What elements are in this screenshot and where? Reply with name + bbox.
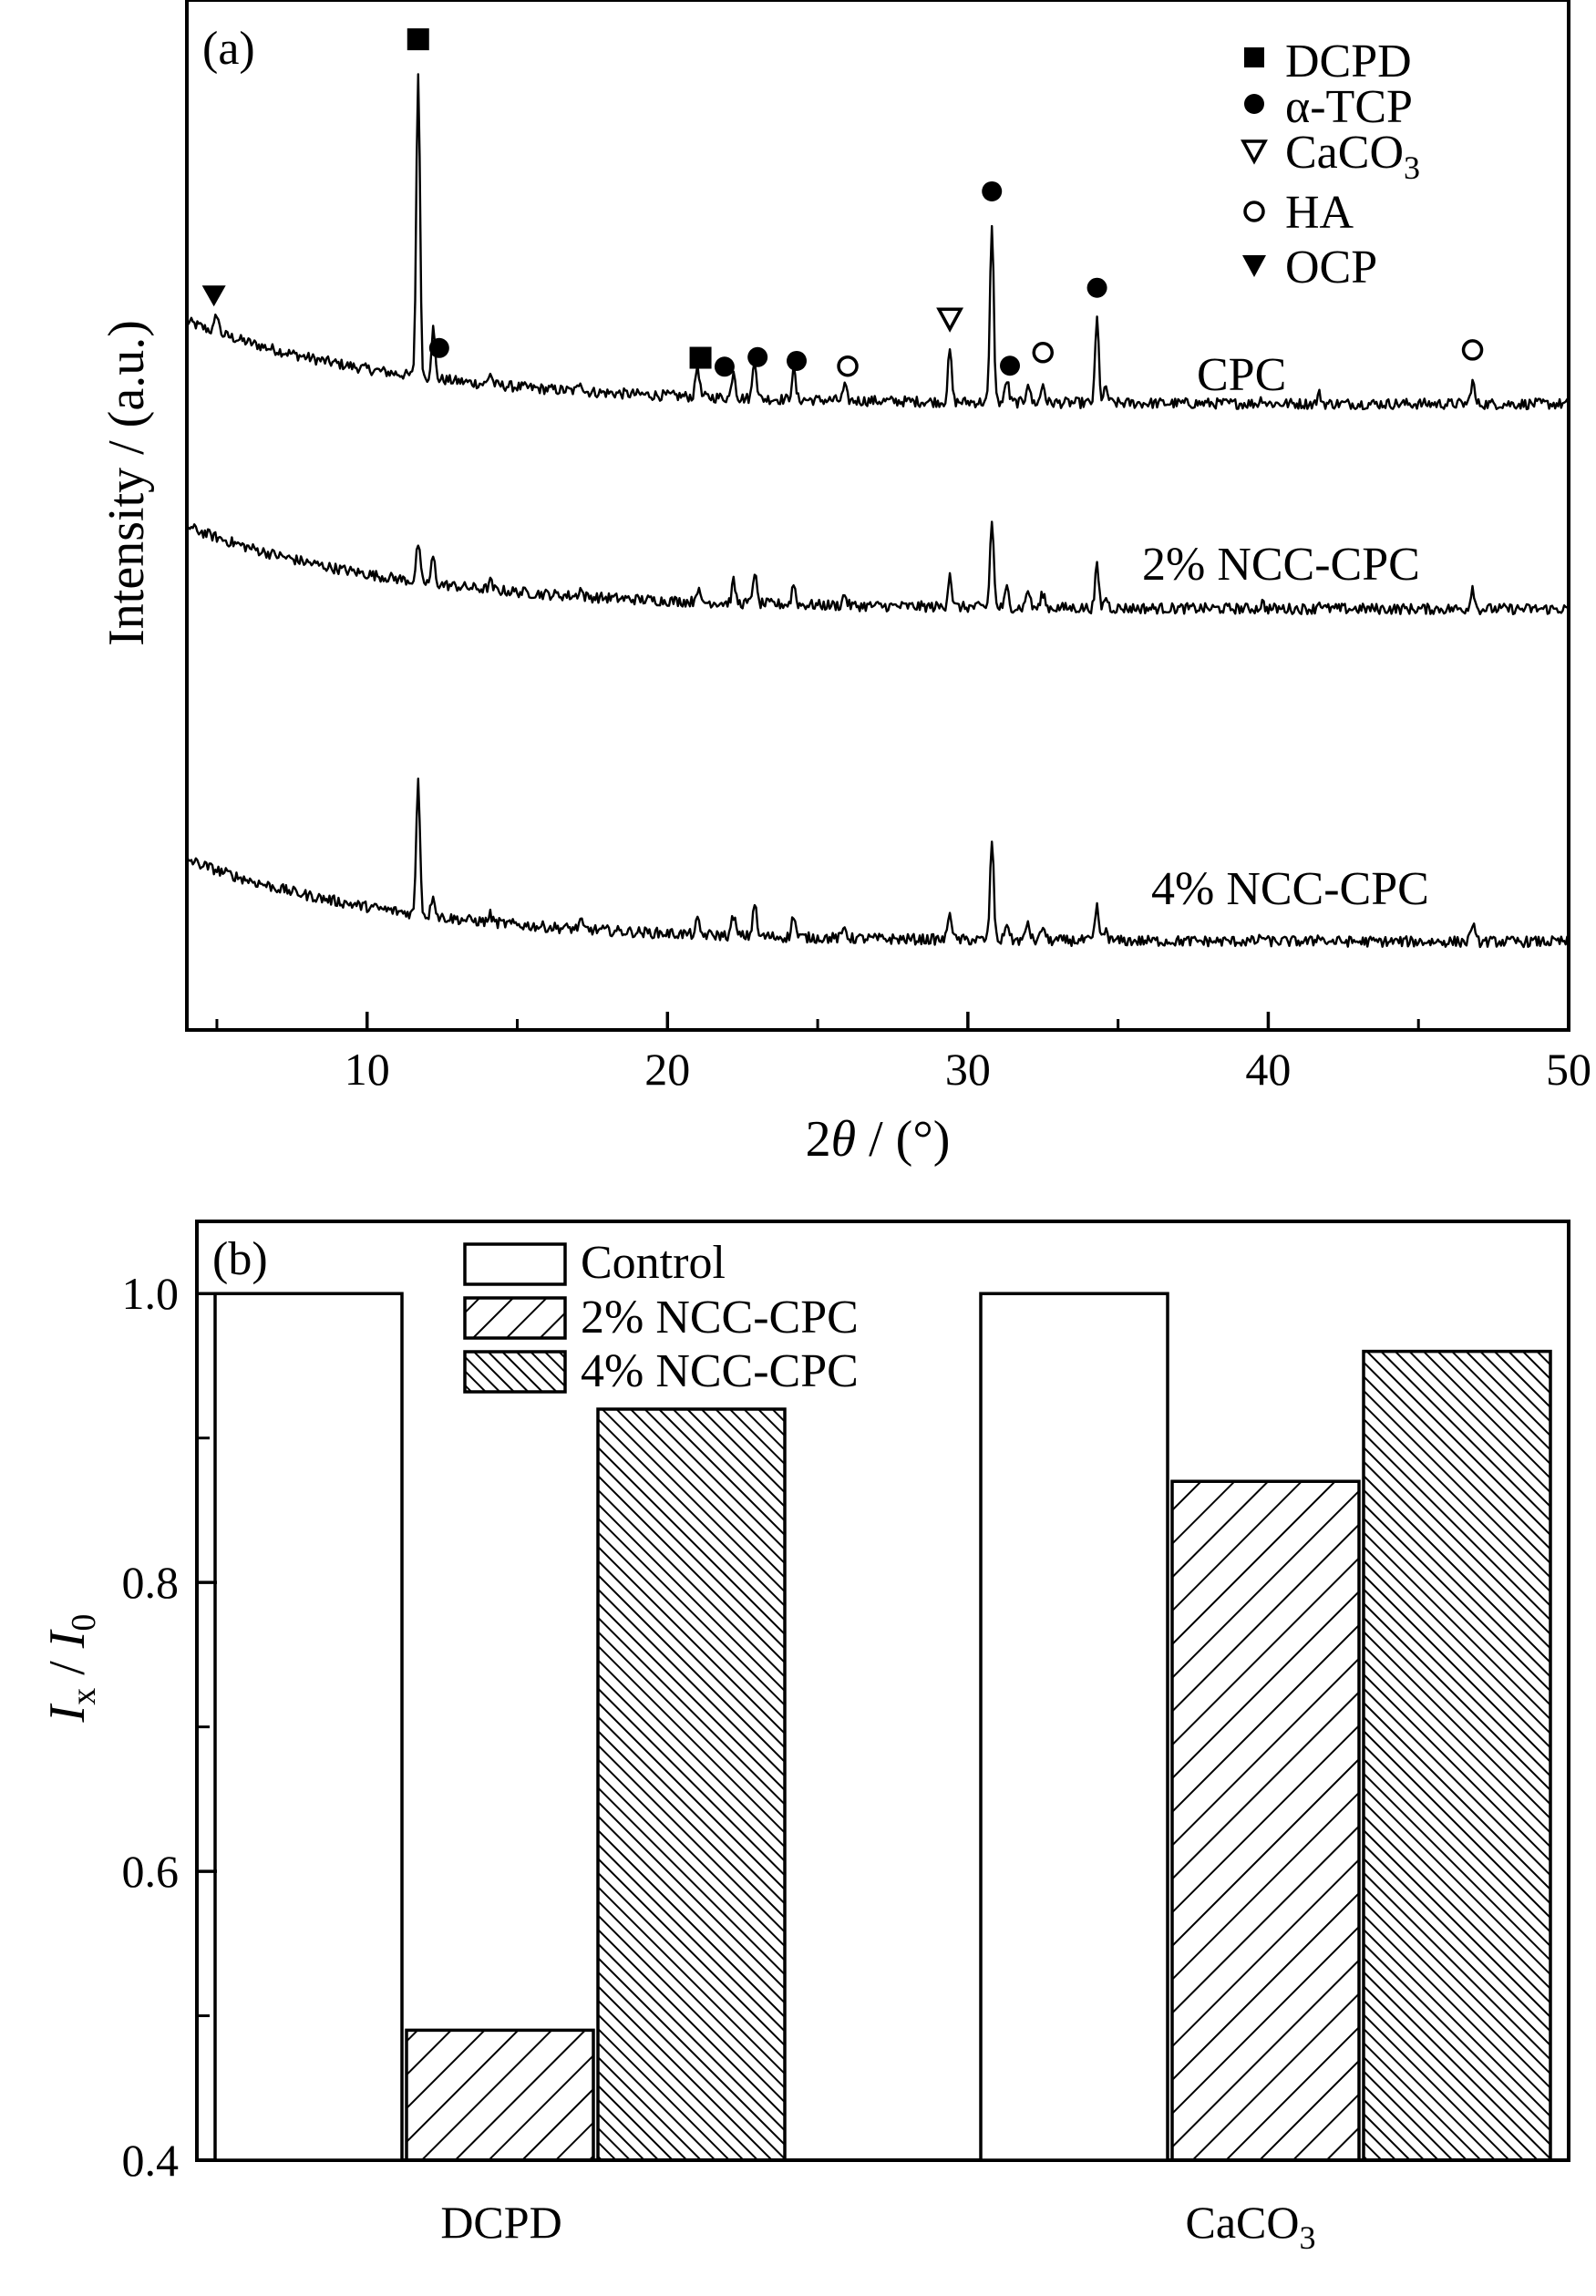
ratio-bars	[213, 1292, 1552, 2162]
ratio-y-axis-title: Ix / I0	[39, 1614, 103, 1724]
xrd-y-axis-title: Intensity / (a.u.)	[98, 320, 155, 646]
ratio-y-tick-label: 1.0	[122, 1268, 180, 1319]
legend-label-control: Control	[581, 1237, 726, 1289]
peak-marker-ha-icon	[1032, 342, 1055, 364]
ratio-y-tick-label: 0.4	[122, 2135, 180, 2186]
legend-marker-caco3-icon	[1241, 139, 1268, 165]
legend-swatch-control	[463, 1242, 567, 1286]
bar	[1362, 1349, 1552, 2162]
ratio-y-tick-label: 0.6	[122, 1846, 180, 1897]
legend-label-ha: HA	[1285, 187, 1354, 239]
category-label-dcpd: DCPD	[440, 2197, 561, 2248]
peak-marker-dcpd-icon	[689, 346, 712, 369]
xrd-traces	[185, 73, 1570, 949]
legend-label-caco3: CaCO3	[1285, 127, 1420, 186]
ratio-y-tick-label: 0.8	[122, 1557, 180, 1608]
peak-marker-atcp-icon	[747, 346, 768, 367]
xrd-legend: DCPD α-TCP CaCO3 HA OCP	[1241, 36, 1420, 293]
ratio-panel: (b) 0.4 0.6 0.8 1.0 DCPD CaCO3 Control 2% N…	[39, 1220, 1570, 2256]
legend-label-dcpd: DCPD	[1285, 36, 1412, 88]
peak-marker-caco3-icon	[936, 307, 964, 333]
xrd-trace-2	[186, 520, 1570, 615]
xrd-x-axis-title: 2θ / (°)	[806, 1111, 951, 1168]
bar	[979, 1292, 1169, 2162]
xrd-peak-markers	[201, 28, 1484, 377]
legend-marker-ha-icon	[1243, 201, 1265, 222]
series-label-cpc: CPC	[1197, 349, 1286, 401]
peak-marker-atcp-icon	[1000, 355, 1021, 376]
category-label-caco3: CaCO3	[1186, 2197, 1316, 2256]
legend-swatch-2pct	[463, 1296, 567, 1340]
xrd-trace-3	[185, 777, 1570, 949]
xrd-x-tick-label: 30	[945, 1044, 991, 1095]
peak-marker-atcp-icon	[428, 337, 449, 358]
legend-marker-atcp-icon	[1244, 94, 1264, 114]
legend-swatch-4pct	[463, 1350, 567, 1394]
xrd-panel: (a) 10 20 30 40 50 CPC 2% NCC-CPC 4% NCC-CPC…	[98, 0, 1591, 1168]
xrd-x-tick-label: 40	[1245, 1044, 1291, 1095]
bar	[405, 2028, 595, 2162]
legend-marker-dcpd-icon	[1244, 47, 1264, 67]
xrd-x-tick-label: 20	[644, 1044, 690, 1095]
xrd-x-tick-label: 50	[1546, 1044, 1591, 1095]
series-label-4pct: 4% NCC-CPC	[1151, 863, 1429, 915]
peak-marker-atcp-icon	[787, 350, 808, 371]
xrd-plot-frame	[185, 0, 1570, 1032]
legend-label-2pct: 2% NCC-CPC	[581, 1292, 859, 1344]
peak-marker-ocp-icon	[201, 285, 226, 307]
peak-marker-atcp-icon	[714, 356, 735, 377]
peak-marker-dcpd-icon	[407, 28, 429, 51]
legend-label-4pct: 4% NCC-CPC	[581, 1345, 859, 1397]
ratio-panel-label: (b)	[212, 1233, 268, 1285]
legend-label-ocp: OCP	[1285, 242, 1377, 293]
bar	[596, 1407, 787, 2162]
bar	[213, 1292, 404, 2162]
peak-marker-atcp-icon	[982, 180, 1003, 201]
legend-marker-ocp-icon	[1242, 255, 1266, 277]
bar	[1170, 1479, 1361, 2162]
peak-marker-ha-icon	[1461, 339, 1484, 361]
ratio-legend: Control 2% NCC-CPC 4% NCC-CPC	[463, 1237, 859, 1397]
peak-marker-ha-icon	[837, 355, 859, 377]
legend-label-atcp: α-TCP	[1285, 81, 1413, 133]
series-label-2pct: 2% NCC-CPC	[1142, 539, 1420, 591]
xrd-x-ticks: 10 20 30 40 50	[215, 1012, 1591, 1095]
peak-marker-atcp-icon	[1086, 277, 1107, 298]
xrd-panel-label: (a)	[202, 23, 255, 75]
xrd-trace-1	[185, 73, 1570, 411]
ratio-plot-frame	[195, 1220, 1570, 2162]
xrd-x-tick-label: 10	[345, 1044, 390, 1095]
ratio-y-ticks: 0.4 0.6 0.8 1.0	[122, 1268, 217, 2186]
